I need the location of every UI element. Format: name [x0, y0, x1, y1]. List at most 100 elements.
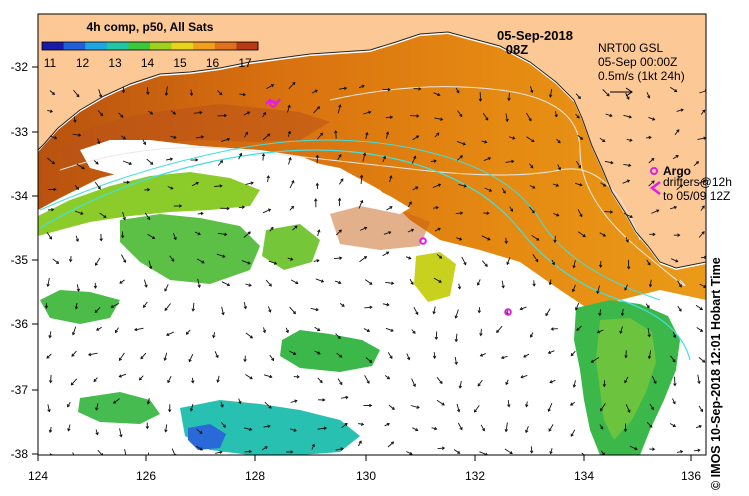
current-arrowhead	[100, 113, 104, 117]
current-arrow	[111, 302, 120, 308]
current-arrow	[238, 398, 241, 404]
current-arrowhead	[672, 423, 677, 427]
current-arrowhead	[415, 135, 420, 139]
current-arrowhead	[386, 302, 390, 307]
current-arrow	[47, 278, 50, 287]
current-arrowhead	[570, 353, 574, 357]
current-arrowhead	[270, 84, 275, 88]
current-arrowhead	[46, 355, 50, 359]
current-arrowhead	[700, 409, 704, 413]
current-arrow	[263, 327, 266, 333]
current-arrowhead	[173, 135, 177, 139]
current-arrow	[70, 378, 78, 386]
current-arrowhead	[510, 208, 514, 212]
current-arrowhead	[435, 205, 439, 210]
current-arrowhead	[339, 354, 343, 358]
current-arrow	[409, 278, 414, 285]
current-arrowhead	[51, 161, 55, 165]
current-arrowhead	[415, 428, 419, 432]
colorbar-swatch	[63, 42, 86, 50]
current-arrow	[148, 452, 150, 455]
current-arrow	[290, 279, 299, 284]
current-arrow	[549, 279, 552, 285]
current-arrowhead	[269, 374, 273, 379]
current-arrow	[556, 138, 561, 144]
current-arrowhead	[577, 165, 581, 169]
current-arrowhead	[164, 429, 168, 433]
current-arrowhead	[189, 92, 194, 97]
current-arrowhead	[247, 261, 251, 265]
current-arrowhead	[163, 357, 167, 362]
current-arrow	[73, 89, 80, 97]
current-arrow	[625, 404, 631, 413]
current-arrow	[431, 427, 437, 430]
current-arrowhead	[222, 254, 226, 258]
current-arrow	[119, 373, 127, 378]
current-arrowhead	[296, 375, 300, 379]
cloud-gap	[80, 140, 410, 214]
current-arrowhead	[164, 92, 169, 97]
colorbar-swatch	[236, 42, 259, 50]
current-arrow	[625, 92, 630, 100]
current-arrowhead	[360, 422, 365, 426]
current-arrowhead	[386, 422, 390, 427]
current-arrow	[457, 110, 463, 117]
current-arrow	[72, 452, 75, 455]
current-arrow	[245, 374, 253, 380]
current-arrowhead	[340, 447, 344, 451]
current-arrow	[70, 256, 72, 262]
colorbar-tick-label: 15	[173, 56, 187, 70]
current-arrow	[411, 378, 416, 387]
current-arrow	[358, 200, 363, 209]
current-arrowhead	[249, 376, 253, 380]
current-arrow	[335, 333, 341, 339]
current-arrow	[341, 396, 348, 399]
current-arrow	[474, 405, 480, 413]
current-arrowhead	[266, 175, 271, 179]
current-arrowhead	[629, 214, 633, 219]
sst-warm-band	[38, 34, 706, 310]
current-arrowhead	[167, 379, 171, 384]
current-arrow	[195, 445, 203, 451]
current-arrowhead	[121, 90, 126, 94]
current-arrowhead	[553, 239, 557, 244]
colorbar-tick-label: 12	[76, 56, 90, 70]
colorbar-swatch	[171, 42, 194, 50]
front-line-cyan	[39, 139, 661, 301]
current-arrowhead	[548, 428, 552, 432]
current-arrow	[623, 163, 631, 167]
current-arrowhead	[364, 226, 368, 230]
current-arrowhead	[293, 428, 297, 432]
current-arrow	[458, 422, 463, 430]
current-arrow	[554, 111, 558, 117]
current-arrow	[386, 132, 389, 139]
current-arrow	[167, 376, 172, 383]
current-arrowhead	[437, 92, 441, 97]
current-arrowhead	[74, 306, 79, 310]
current-arrowhead	[147, 216, 151, 221]
current-arrow	[481, 260, 488, 267]
current-arrowhead	[572, 265, 576, 269]
current-arrowhead	[672, 359, 676, 363]
current-arrow	[365, 132, 368, 140]
current-arrowhead	[548, 282, 552, 286]
current-arrow	[430, 160, 437, 163]
current-arrow	[405, 256, 411, 260]
current-arrow	[433, 306, 436, 314]
current-arrowhead	[439, 380, 443, 385]
current-arrow	[122, 160, 132, 165]
current-arrowhead	[625, 239, 629, 243]
current-arrow	[525, 425, 529, 433]
current-arrowhead	[199, 430, 203, 434]
current-arrowhead	[412, 383, 416, 388]
current-arrow	[576, 160, 581, 168]
current-arrowhead	[195, 158, 199, 162]
current-arrow	[142, 139, 146, 145]
current-arrow	[670, 355, 676, 363]
current-arrow	[268, 260, 277, 265]
current-arrow	[95, 257, 101, 266]
current-arrowhead	[549, 380, 553, 384]
current-arrowhead	[626, 266, 631, 270]
current-arrow	[341, 423, 348, 428]
current-arrowhead	[525, 404, 529, 408]
